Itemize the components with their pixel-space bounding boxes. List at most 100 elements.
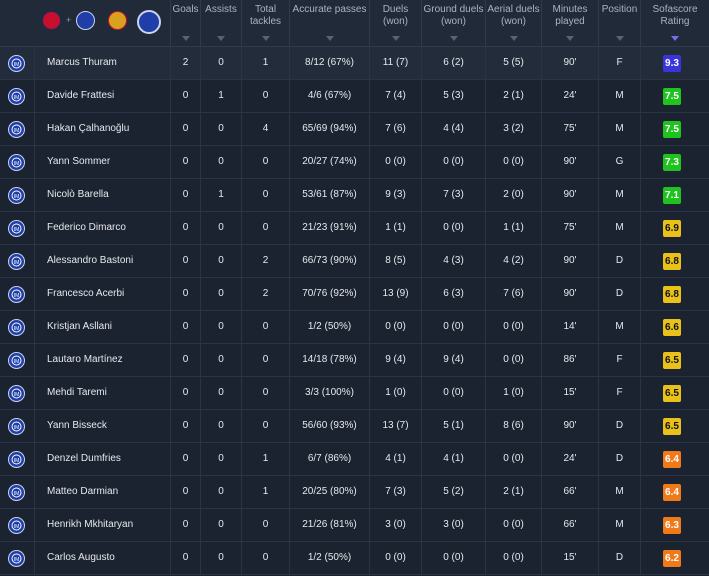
ground-duels-value: 5 (2) <box>422 476 486 508</box>
aerial-duels-value: 2 (0) <box>486 179 542 211</box>
player-name[interactable]: Yann Sommer <box>35 146 171 178</box>
ground-duels-value: 0 (0) <box>422 146 486 178</box>
minutes-value: 15' <box>542 542 599 574</box>
svg-text:IM: IM <box>14 194 20 200</box>
duels-value: 0 (0) <box>370 146 422 178</box>
team-logo-cell: IM <box>0 443 35 475</box>
table-row[interactable]: IM Mehdi Taremi 0 0 0 3/3 (100%) 1 (0) 0 (0) 1 (… <box>0 377 709 410</box>
table-row[interactable]: IM Francesco Acerbi 0 0 2 70/76 (92%) 13 (9) 6 … <box>0 278 709 311</box>
table-row[interactable]: IM Yann Sommer 0 0 0 20/27 (74%) 0 (0) 0 (0) 0 (… <box>0 146 709 179</box>
team-logo-cell: IM <box>0 542 35 574</box>
table-row[interactable]: IM Carlos Augusto 0 0 0 1/2 (50%) 0 (0) 0 (0) 0 … <box>0 542 709 575</box>
sort-icon <box>566 36 574 41</box>
rating-badge: 7.3 <box>663 154 681 171</box>
inter-logo-icon: IM <box>8 88 25 105</box>
tackles-value: 0 <box>242 344 290 376</box>
player-name[interactable]: Hakan Çalhanoğlu <box>35 113 171 145</box>
svg-text:IM: IM <box>14 260 20 266</box>
passes-value: 65/69 (94%) <box>290 113 370 145</box>
assists-value: 0 <box>201 509 242 541</box>
table-row[interactable]: IM Nicolò Barella 0 1 0 53/61 (87%) 9 (3) 7 (3)… <box>0 179 709 212</box>
aerial-duels-value: 0 (0) <box>486 509 542 541</box>
minutes-value: 66' <box>542 476 599 508</box>
table-row[interactable]: IM Denzel Dumfries 0 0 1 6/7 (86%) 4 (1) 4 (1) 0… <box>0 443 709 476</box>
player-name[interactable]: Alessandro Bastoni <box>35 245 171 277</box>
table-row[interactable]: IM Federico Dimarco 0 0 0 21/23 (91%) 1 (1) 0 (… <box>0 212 709 245</box>
svg-text:IM: IM <box>14 62 20 68</box>
position-value: D <box>599 542 641 574</box>
aerial-duels-value: 5 (5) <box>486 47 542 79</box>
player-name[interactable]: Carlos Augusto <box>35 542 171 574</box>
col-assists[interactable]: Assists <box>201 0 242 46</box>
player-name[interactable]: Henrikh Mkhitaryan <box>35 509 171 541</box>
col-duels[interactable]: Duels (won) <box>370 0 422 46</box>
minutes-value: 90' <box>542 47 599 79</box>
table-row[interactable]: IM Hakan Çalhanoğlu 0 0 4 65/69 (94%) 7 (6) 4 (… <box>0 113 709 146</box>
goals-value: 0 <box>171 344 201 376</box>
goals-value: 0 <box>171 113 201 145</box>
minutes-value: 75' <box>542 113 599 145</box>
goals-value: 0 <box>171 377 201 409</box>
col-position[interactable]: Position <box>599 0 641 46</box>
passes-value: 14/18 (78%) <box>290 344 370 376</box>
minutes-value: 75' <box>542 212 599 244</box>
assists-value: 0 <box>201 212 242 244</box>
player-name[interactable]: Yann Bisseck <box>35 410 171 442</box>
table-row[interactable]: IM Henrikh Mkhitaryan 0 0 0 21/26 (81%) 3 (0) 3… <box>0 509 709 542</box>
table-row[interactable]: IM Alessandro Bastoni 0 0 2 66/73 (90%) 8 (5) 4… <box>0 245 709 278</box>
aerial-duels-value: 7 (6) <box>486 278 542 310</box>
table-row[interactable]: IM Lautaro Martínez 0 0 0 14/18 (78%) 9 (4) 9 (… <box>0 344 709 377</box>
goals-value: 2 <box>171 47 201 79</box>
goals-value: 0 <box>171 278 201 310</box>
svg-text:IM: IM <box>14 491 20 497</box>
table-row[interactable]: IM Yann Bisseck 0 0 0 56/60 (93%) 13 (7) 5 (1) 8… <box>0 410 709 443</box>
goals-value: 0 <box>171 212 201 244</box>
inter-team-filter-icon[interactable] <box>137 10 161 34</box>
player-name[interactable]: Kristjan Asllani <box>35 311 171 343</box>
table-row[interactable]: IM Davide Frattesi 0 1 0 4/6 (67%) 7 (4) 5 (3) 2… <box>0 80 709 113</box>
player-name[interactable]: Davide Frattesi <box>35 80 171 112</box>
inter-logo-icon[interactable] <box>76 11 95 30</box>
tackles-value: 0 <box>242 509 290 541</box>
player-name[interactable]: Francesco Acerbi <box>35 278 171 310</box>
team-logo-cell: IM <box>0 278 35 310</box>
position-value: M <box>599 212 641 244</box>
col-ground-duels[interactable]: Ground duels (won) <box>422 0 486 46</box>
col-goals[interactable]: Goals <box>171 0 201 46</box>
duels-value: 0 (0) <box>370 542 422 574</box>
player-name[interactable]: Marcus Thuram <box>35 47 171 79</box>
position-value: D <box>599 410 641 442</box>
duels-value: 1 (0) <box>370 377 422 409</box>
rating-badge: 7.5 <box>663 88 681 105</box>
position-value: F <box>599 47 641 79</box>
aerial-duels-value: 0 (0) <box>486 542 542 574</box>
player-name[interactable]: Nicolò Barella <box>35 179 171 211</box>
table-row[interactable]: IM Matteo Darmian 0 0 1 20/25 (80%) 7 (3) 5 (2)… <box>0 476 709 509</box>
table-row[interactable]: IM Kristjan Asllani 0 0 0 1/2 (50%) 0 (0) 0 (0)… <box>0 311 709 344</box>
team-logo-cell: IM <box>0 146 35 178</box>
col-tackles[interactable]: Total tackles <box>242 0 290 46</box>
passes-value: 21/26 (81%) <box>290 509 370 541</box>
passes-value: 66/73 (90%) <box>290 245 370 277</box>
genoa-logo-icon[interactable] <box>42 11 61 30</box>
svg-text:IM: IM <box>14 161 20 167</box>
player-name[interactable]: Mehdi Taremi <box>35 377 171 409</box>
table-row[interactable]: IM Marcus Thuram 2 0 1 8/12 (67%) 11 (7) 6 (2) 5… <box>0 47 709 80</box>
position-value: M <box>599 80 641 112</box>
duels-value: 8 (5) <box>370 245 422 277</box>
col-aerial-duels[interactable]: Aerial duels (won) <box>486 0 542 46</box>
goals-value: 0 <box>171 146 201 178</box>
player-name[interactable]: Denzel Dumfries <box>35 443 171 475</box>
player-name[interactable]: Federico Dimarco <box>35 212 171 244</box>
col-passes[interactable]: Accurate passes <box>290 0 370 46</box>
player-name[interactable]: Lautaro Martínez <box>35 344 171 376</box>
ground-duels-value: 0 (0) <box>422 542 486 574</box>
rating-badge: 6.4 <box>663 484 681 501</box>
assists-value: 1 <box>201 179 242 211</box>
genoa-logo-icon[interactable] <box>108 11 127 30</box>
goals-value: 0 <box>171 542 201 574</box>
player-name[interactable]: Matteo Darmian <box>35 476 171 508</box>
col-minutes[interactable]: Minutes played <box>542 0 599 46</box>
col-rating[interactable]: Sofascore Rating <box>641 0 709 46</box>
team-logo-cell: IM <box>0 47 35 79</box>
